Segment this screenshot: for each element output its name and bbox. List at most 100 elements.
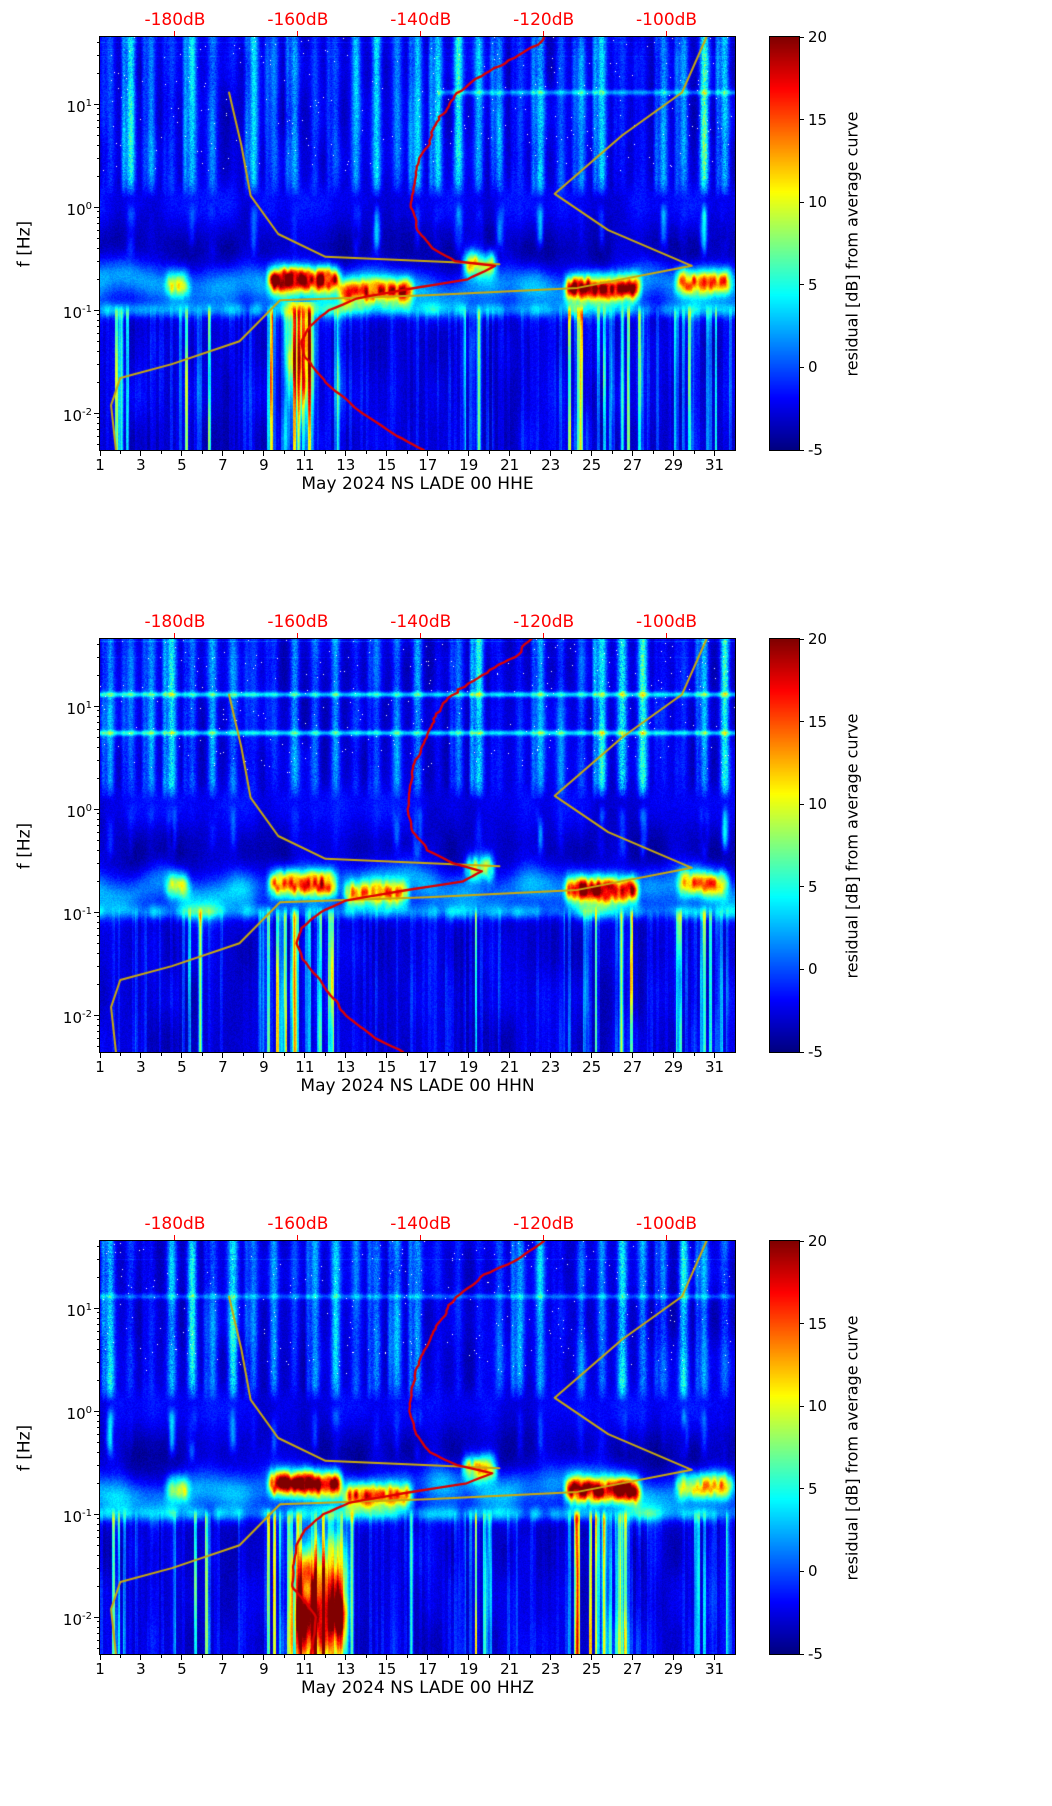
x-tick [140,1655,142,1660]
x-minor-tick [324,1655,326,1658]
top-tick-label: -100dB [636,612,698,632]
x-tick [714,451,716,456]
x-tick [550,1053,552,1058]
top-tick-label: -140dB [390,10,452,30]
y-minor-tick [97,934,100,936]
x-minor-tick [406,451,408,454]
y-minor-tick [97,1361,100,1363]
colorbar-tick-label: 20 [808,630,828,648]
x-minor-tick [611,1053,613,1056]
y-minor-tick [97,41,100,43]
x-tick-label: 3 [136,1058,146,1076]
colorbar-tick-label: 10 [808,795,828,814]
y-minor-tick [97,1433,100,1435]
x-minor-tick [201,451,203,454]
y-minor-tick [97,435,100,437]
top-tick-label: -140dB [390,1214,452,1234]
x-tick [509,451,511,456]
y-minor-tick [97,319,100,321]
x-tick [304,1655,306,1660]
x-minor-tick [488,1053,490,1056]
y-minor-tick [97,1030,100,1032]
x-tick-label: 3 [136,456,146,474]
y-minor-tick [97,216,100,218]
x-minor-tick [201,1053,203,1056]
y-tick-label: 10-1 [62,304,92,323]
y-minor-tick [97,728,100,730]
x-tick-label: 19 [459,456,479,474]
x-axis-label: May 2024 NS LADE 00 HHZ [300,1678,535,1698]
y-tick-label: 10-2 [62,1611,92,1630]
colorbar-frame [769,1240,800,1655]
colorbar-tick-label: -5 [808,1645,823,1663]
x-tick [304,1053,306,1058]
colorbar-tick-label: -5 [808,441,823,459]
x-minor-tick [160,1655,162,1658]
x-tick-label: 25 [582,1660,602,1678]
y-axis-label: f [Hz] [14,220,35,268]
y-minor-tick [97,422,100,424]
x-minor-tick [570,1655,572,1658]
x-tick [673,1655,675,1660]
y-minor-tick [97,818,100,820]
y-minor-tick [97,325,100,327]
y-tick-label: 10-2 [62,1009,92,1028]
y-minor-tick [97,759,100,761]
y-minor-tick [97,1045,100,1047]
top-tick [420,1235,422,1240]
colorbar-tick [800,1488,804,1490]
x-tick-label: 9 [259,1660,269,1678]
x-tick-label: 23 [541,1660,561,1678]
x-tick-label: 15 [377,1058,397,1076]
x-minor-tick [119,451,121,454]
x-tick-label: 1 [95,1660,105,1678]
y-minor-tick [97,1529,100,1531]
y-minor-tick [97,839,100,841]
y-minor-tick [97,1276,100,1278]
top-tick [666,1235,668,1240]
y-minor-tick [97,862,100,864]
x-minor-tick [119,1053,121,1056]
top-tick [666,31,668,36]
x-tick-label: 9 [259,1058,269,1076]
y-minor-tick [97,952,100,954]
x-minor-tick [119,1655,121,1658]
x-tick-label: 27 [623,1660,643,1678]
colorbar-tick-label: -5 [808,1043,823,1061]
spectrogram-figure-hhe: f [Hz] May 2024 NS LADE 00 HHE residual … [0,0,1052,602]
x-tick [673,451,675,456]
y-minor-tick [97,1312,100,1314]
y-minor-tick [97,1037,100,1039]
x-tick [181,451,183,456]
colorbar-tick [800,886,804,888]
colorbar-tick-label: 15 [808,1314,828,1333]
y-tick-label: 101 [66,98,92,117]
y-minor-tick [97,381,100,383]
x-tick [99,1053,101,1058]
y-minor-tick [97,1323,100,1325]
colorbar-tick-label: 15 [808,110,828,129]
x-tick-label: 1 [95,456,105,474]
x-minor-tick [201,1655,203,1658]
y-tick-label: 10-1 [62,906,92,925]
y-minor-tick [97,443,100,445]
y-axis-label: f [Hz] [14,1424,35,1472]
y-minor-tick [97,921,100,923]
colorbar-tick-label: 5 [808,877,818,896]
x-tick [427,451,429,456]
x-tick-label: 1 [95,1058,105,1076]
top-tick-label: -100dB [636,1214,698,1234]
y-minor-tick [97,314,100,316]
y-minor-tick [97,363,100,365]
y-minor-tick [97,350,100,352]
spectrogram-heatmap-canvas [100,1241,735,1654]
x-minor-tick [611,1655,613,1658]
x-tick-label: 25 [582,456,602,474]
y-minor-tick [97,1245,100,1247]
y-minor-tick [97,1585,100,1587]
top-tick-label: -160dB [267,1214,329,1234]
x-tick [222,1053,224,1058]
x-tick [509,1053,511,1058]
y-minor-tick [97,1523,100,1525]
